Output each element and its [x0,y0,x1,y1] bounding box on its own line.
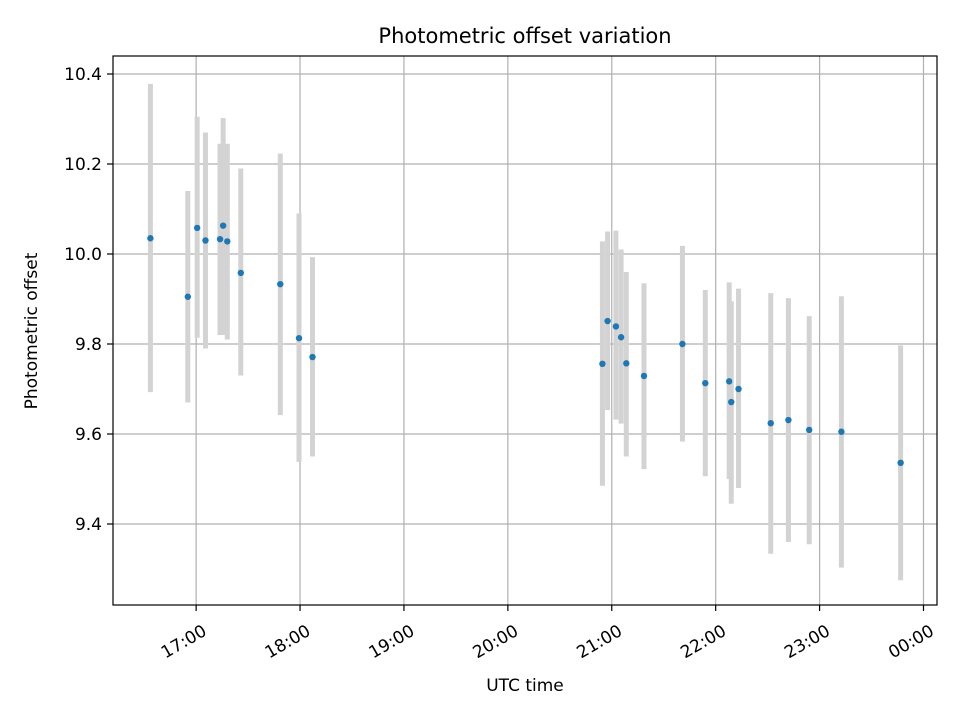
data-point [599,360,606,367]
data-point [309,353,316,361]
data-point [295,334,303,342]
x-tick-label: 21:00 [573,621,625,663]
data-point [237,269,245,277]
data-point [897,459,904,466]
x-tick-label: 00:00 [885,621,937,663]
x-tick-label: 17:00 [158,621,210,663]
data-point [219,222,227,229]
y-tick-label: 10.2 [64,155,102,175]
x-tick-label: 18:00 [262,621,314,663]
data-point [735,385,742,393]
data-point [702,379,709,387]
data-point [604,317,611,325]
data-point [725,378,733,385]
y-tick-label: 9.8 [75,335,102,355]
x-tick-label: 22:00 [677,621,729,663]
y-tick-label: 9.4 [75,515,102,535]
data-points [147,222,904,466]
data-point [679,340,686,348]
x-tick-label: 19:00 [366,621,418,663]
y-tick-label: 9.6 [75,425,102,445]
data-point [623,360,630,367]
y-axis-label: Photometric offset [22,252,42,409]
data-point [193,224,201,232]
data-point [838,428,845,435]
data-point [617,334,625,341]
error-bars [147,83,904,581]
data-point [640,372,648,380]
data-point [147,235,154,242]
x-axis-label: UTC time [486,676,564,696]
data-point [612,323,620,330]
data-point [184,293,192,300]
y-tick-label: 10.0 [64,245,102,265]
data-point [202,237,209,244]
y-tick-label: 10.4 [64,65,102,85]
data-point [224,238,231,245]
data-point [277,280,284,288]
data-point [785,416,792,424]
x-tick-label: 23:00 [781,621,833,663]
chart-title: Photometric offset variation [378,24,671,48]
plot-frame [112,55,938,606]
data-point [805,426,813,434]
data-point [767,420,774,427]
x-tick-label: 20:00 [470,621,522,663]
grid-lines [113,56,937,605]
data-point [216,235,224,243]
data-point [728,398,735,406]
